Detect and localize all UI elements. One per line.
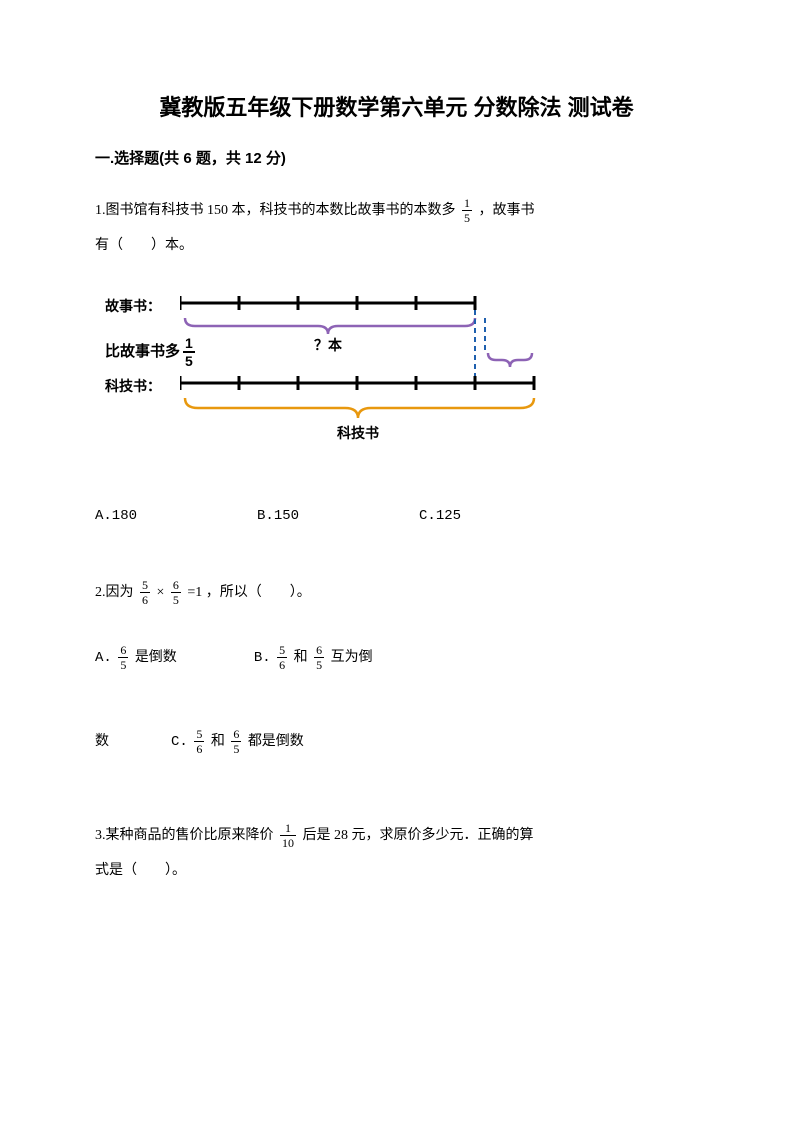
diagram-label-tech: 科技书： [105,376,161,396]
fraction-numerator: 5 [277,644,287,658]
q2-option-c-mid: 和 [211,734,225,749]
q2-optB-fraction-2: 6 5 [314,644,324,671]
q1-diagram: 故事书： 科技书： 比故事书多15 ？本 科技书 [105,288,698,478]
q2-option-c-prefix: C. [171,734,188,750]
q1-option-b: B.150 [257,508,299,524]
brace-purple-story [185,318,475,334]
question-1: 1.图书馆有科技书 150 本，科技书的本数比故事书的本数多 1 5 ，故事书 … [95,193,698,263]
q2-text-2: × [157,585,165,600]
fraction-numerator: 1 [462,197,472,211]
q2-option-b-line2: 数 [95,734,109,749]
q2-text-1: 2.因为 [95,585,134,600]
diagram-svg: ？本 科技书 [180,288,680,478]
brace-orange-tech [185,398,534,418]
question-3: 3.某种商品的售价比原来降价 1 10 后是 28 元，求原价多少元．正确的算 … [95,818,698,888]
q2-options: A. 6 5 是倒数 B. 5 6 和 6 5 互为倒 数 C. 5 6 和 6… [95,637,698,763]
fraction-denominator: 5 [118,658,128,671]
q2-option-b-mid: 和 [294,650,308,665]
q2-option-a-suffix: 是倒数 [135,650,177,665]
fraction-numerator: 6 [118,644,128,658]
q3-text-1: 3.某种商品的售价比原来降价 [95,828,274,843]
brace-purple-extra [488,353,532,367]
fraction-numerator: 5 [194,728,204,742]
fraction-denominator: 10 [280,836,296,849]
fraction-numerator: 5 [140,579,150,593]
diagram-label-story: 故事书： [105,296,161,316]
q2-fraction-2: 6 5 [171,579,181,606]
question-2: 2.因为 5 6 × 6 5 =1 ，所以（ ）。 A. 6 5 是倒数 B. … [95,579,698,763]
q1-fraction: 1 5 [462,197,472,224]
q1-text-3: 有（ ）本。 [95,238,193,253]
fraction-denominator: 5 [231,742,241,755]
diagram-question-label: ？本 [314,337,343,354]
diagram-label-more-prefix: 比故事书多 [105,343,180,360]
q2-option-b-prefix: B. [254,650,271,666]
fraction-numerator: 1 [280,822,296,836]
q2-fraction-1: 5 6 [140,579,150,606]
q2-optB-fraction-1: 5 6 [277,644,287,671]
q3-text-2: 后是 28 元，求原价多少元．正确的算 [303,828,534,843]
fraction-denominator: 6 [140,593,150,606]
fraction-numerator: 6 [171,579,181,593]
q1-text-2: ，故事书 [479,203,535,218]
section-header: 一.选择题(共 6 题，共 12 分) [95,147,698,168]
q1-text-1: 1.图书馆有科技书 150 本，科技书的本数比故事书的本数多 [95,203,456,218]
q2-optA-fraction: 6 5 [118,644,128,671]
q3-text-3: 式是（ ）。 [95,863,186,878]
fraction-denominator: 5 [462,211,472,224]
fraction-numerator: 6 [314,644,324,658]
q2-optC-fraction-1: 5 6 [194,728,204,755]
q2-option-a-prefix: A. [95,650,112,666]
fraction-denominator: 5 [171,593,181,606]
q1-option-a: A.180 [95,508,137,524]
page-title: 冀教版五年级下册数学第六单元 分数除法 测试卷 [95,90,698,122]
q1-options: A.180 B.150 C.125 [95,508,698,524]
fraction-denominator: 5 [314,658,324,671]
fraction-denominator: 6 [194,742,204,755]
q2-text-3: =1 ，所以（ ）。 [187,585,310,600]
q2-option-b-suffix: 互为倒 [331,650,373,665]
q3-fraction: 1 10 [280,822,296,849]
fraction-numerator: 6 [231,728,241,742]
q2-option-c-suffix: 都是倒数 [248,734,304,749]
q1-option-c: C.125 [419,508,461,524]
diagram-tech-label: 科技书 [337,425,379,442]
fraction-denominator: 6 [277,658,287,671]
q2-optC-fraction-2: 6 5 [231,728,241,755]
